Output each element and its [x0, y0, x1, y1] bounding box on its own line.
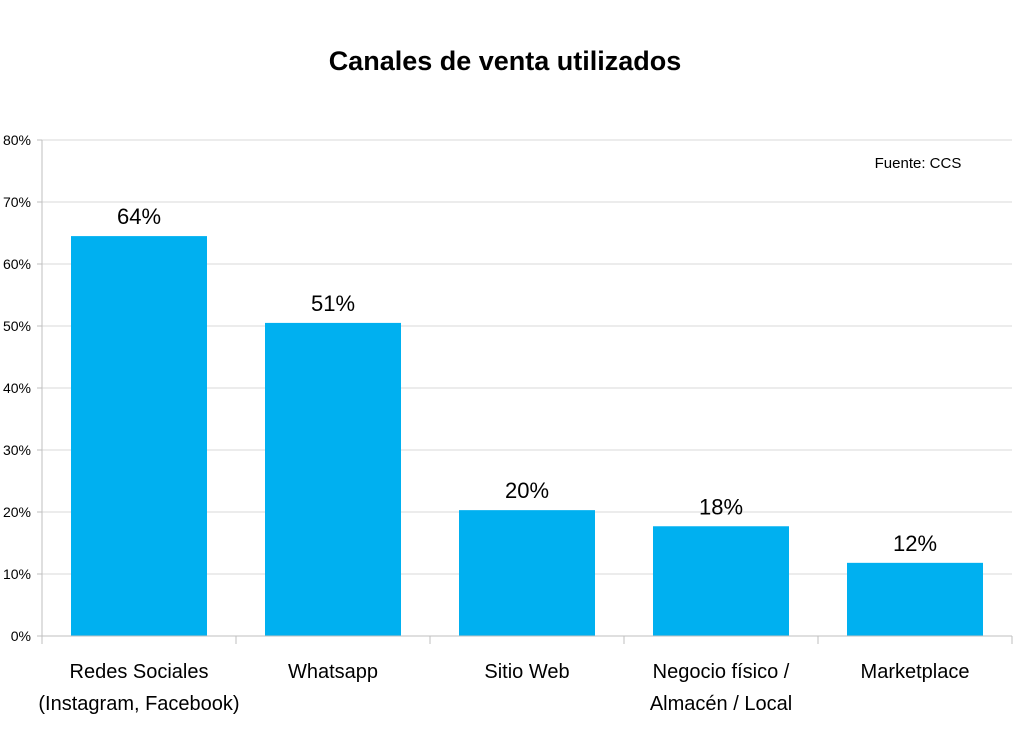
x-tick-label: Sitio Web	[484, 661, 569, 683]
x-tick-label-line: (Instagram, Facebook)	[38, 693, 239, 715]
x-tick-label-line: Almacén / Local	[650, 693, 792, 715]
data-label: 51%	[311, 291, 355, 316]
x-tick-label: Redes Sociales (Instagram, Facebook)	[38, 661, 239, 715]
y-tick-label: 30%	[3, 442, 31, 458]
axes: 0% 10% 20% 30% 40% 50% 60% 70% 80%	[3, 132, 1013, 644]
x-tick-label: Whatsapp	[288, 661, 378, 683]
y-tick-label: 20%	[3, 504, 31, 520]
x-tick-label-line: Negocio físico /	[653, 661, 790, 683]
y-tick-label: 80%	[3, 132, 31, 148]
bar	[847, 562, 983, 636]
labels: 64% Redes Sociales (Instagram, Facebook) 51…	[38, 204, 969, 715]
data-label: 20%	[505, 478, 549, 503]
bars	[71, 236, 983, 636]
y-tick-label: 10%	[3, 566, 31, 582]
source-note: Fuente: CCS	[875, 155, 962, 172]
y-tick-label: 0%	[11, 628, 31, 644]
x-tick-label-line: Whatsapp	[288, 661, 378, 683]
y-tick-label: 70%	[3, 194, 31, 210]
x-tick-label: Negocio físico / Almacén / Local	[650, 661, 792, 715]
x-tick-label-line: Marketplace	[861, 661, 970, 683]
y-tick-label: 40%	[3, 380, 31, 396]
bar	[71, 236, 207, 636]
data-label: 18%	[699, 494, 743, 519]
data-label: 64%	[117, 204, 161, 229]
x-tick-label-line: Redes Sociales	[70, 661, 209, 683]
bar	[459, 510, 595, 636]
bar	[653, 526, 789, 636]
x-tick-label-line: Sitio Web	[484, 661, 569, 683]
y-tick-label: 60%	[3, 256, 31, 272]
data-label: 12%	[893, 531, 937, 556]
bar	[265, 322, 401, 636]
x-tick-label: Marketplace	[861, 661, 970, 683]
y-tick-label: 50%	[3, 318, 31, 334]
chart-title: Canales de venta utilizados	[329, 46, 682, 76]
